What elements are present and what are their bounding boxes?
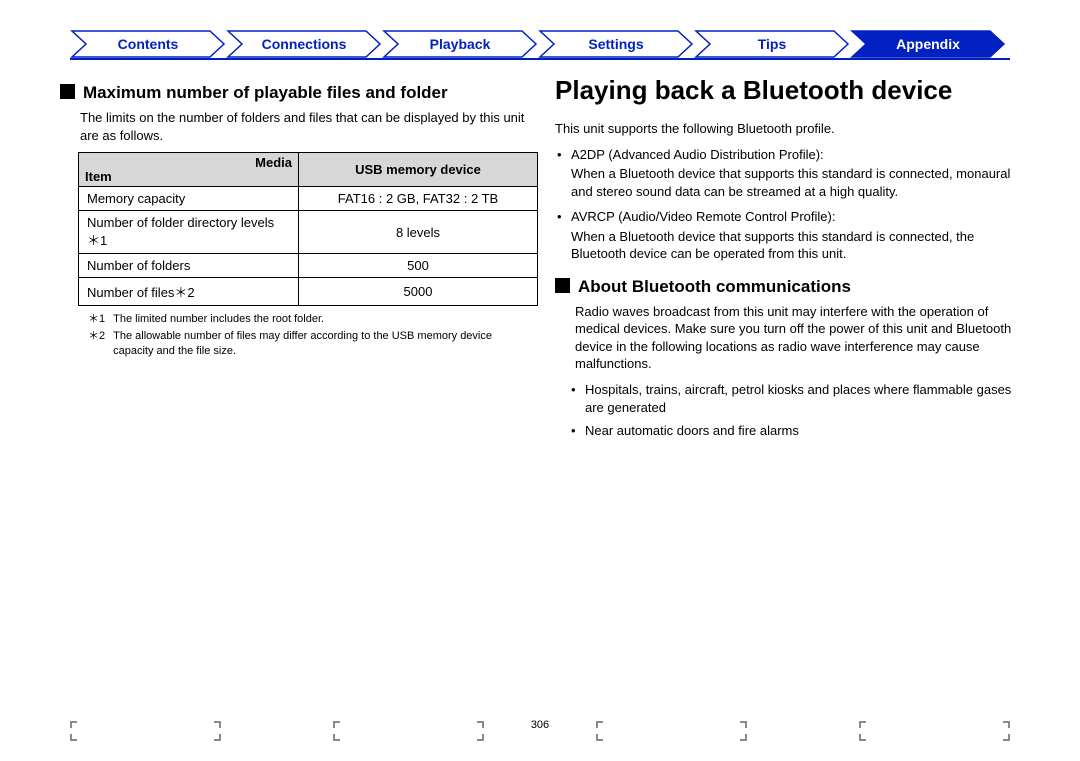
footer-crop-marks xyxy=(70,721,1010,745)
crop-mark-icon xyxy=(859,721,879,741)
crop-mark-icon xyxy=(464,721,484,741)
tab-label: Settings xyxy=(538,30,694,58)
right-subheading-text: About Bluetooth communications xyxy=(578,277,851,296)
crop-mark-icon xyxy=(333,721,353,741)
tab-label: Tips xyxy=(694,30,850,58)
corner-media: Media xyxy=(255,155,292,170)
corner-item: Item xyxy=(85,169,112,184)
tab-label: Contents xyxy=(70,30,226,58)
crop-mark-icon xyxy=(990,721,1010,741)
top-nav: Contents Connections Playback Settings T… xyxy=(70,30,1010,60)
row-value: FAT16 : 2 GB, FAT32 : 2 TB xyxy=(299,187,538,211)
right-title: Playing back a Bluetooth device xyxy=(555,75,1020,106)
table-row: Number of files＊2 5000 xyxy=(79,278,538,306)
footnote: ＊1 The limited number includes the root … xyxy=(88,312,525,327)
footnote: ＊2 The allowable number of files may dif… xyxy=(88,329,525,359)
square-bullet-icon xyxy=(60,84,75,99)
table-corner-header: Media Item xyxy=(79,153,299,187)
table-col2-header: USB memory device xyxy=(299,153,538,187)
left-column: Maximum number of playable files and fol… xyxy=(60,75,525,711)
row-value: 8 levels xyxy=(299,211,538,254)
footnote-text: The allowable number of files may differ… xyxy=(113,329,525,359)
tab-label: Playback xyxy=(382,30,538,58)
crop-mark-icon xyxy=(70,721,90,741)
profile-name: AVRCP (Audio/Video Remote Control Profil… xyxy=(555,208,1020,226)
crop-mark-icon xyxy=(727,721,747,741)
table-row: Number of folders 500 xyxy=(79,254,538,278)
row-label: Number of folder directory levels ＊1 xyxy=(79,211,299,254)
left-heading-text: Maximum number of playable files and fol… xyxy=(83,83,448,102)
footnote-mark: ＊1 xyxy=(88,312,105,327)
footnote-text: The limited number includes the root fol… xyxy=(113,312,324,327)
table-row: Number of folder directory levels ＊1 8 l… xyxy=(79,211,538,254)
sub-body: Radio waves broadcast from this unit may… xyxy=(575,303,1020,373)
footnotes: ＊1 The limited number includes the root … xyxy=(88,312,525,359)
footnote-mark: ＊2 xyxy=(88,329,105,359)
profile-name: A2DP (Advanced Audio Distribution Profil… xyxy=(555,146,1020,164)
square-bullet-icon xyxy=(555,278,570,293)
row-value: 500 xyxy=(299,254,538,278)
right-intro: This unit supports the following Bluetoo… xyxy=(555,120,1020,138)
row-label: Number of folders xyxy=(79,254,299,278)
content-columns: Maximum number of playable files and fol… xyxy=(60,75,1020,711)
tab-row: Contents Connections Playback Settings T… xyxy=(70,30,1010,58)
tab-contents[interactable]: Contents xyxy=(70,30,226,58)
sub-bullet: Near automatic doors and fire alarms xyxy=(555,422,1020,440)
left-intro: The limits on the number of folders and … xyxy=(80,109,525,144)
tab-appendix[interactable]: Appendix xyxy=(850,30,1006,58)
profile-body: When a Bluetooth device that supports th… xyxy=(571,165,1020,200)
row-label: Number of files＊2 xyxy=(79,278,299,306)
spec-table: Media Item USB memory device Memory capa… xyxy=(78,152,538,306)
sub-bullet: Hospitals, trains, aircraft, petrol kios… xyxy=(555,381,1020,416)
table-row: Memory capacity FAT16 : 2 GB, FAT32 : 2 … xyxy=(79,187,538,211)
tab-tips[interactable]: Tips xyxy=(694,30,850,58)
tab-playback[interactable]: Playback xyxy=(382,30,538,58)
tab-label: Connections xyxy=(226,30,382,58)
right-column: Playing back a Bluetooth device This uni… xyxy=(555,75,1020,711)
profile-body: When a Bluetooth device that supports th… xyxy=(571,228,1020,263)
row-label: Memory capacity xyxy=(79,187,299,211)
crop-mark-icon xyxy=(201,721,221,741)
tab-connections[interactable]: Connections xyxy=(226,30,382,58)
left-heading: Maximum number of playable files and fol… xyxy=(60,83,525,103)
tab-settings[interactable]: Settings xyxy=(538,30,694,58)
tab-label: Appendix xyxy=(850,30,1006,58)
right-subheading: About Bluetooth communications xyxy=(555,277,1020,297)
row-value: 5000 xyxy=(299,278,538,306)
crop-mark-icon xyxy=(596,721,616,741)
